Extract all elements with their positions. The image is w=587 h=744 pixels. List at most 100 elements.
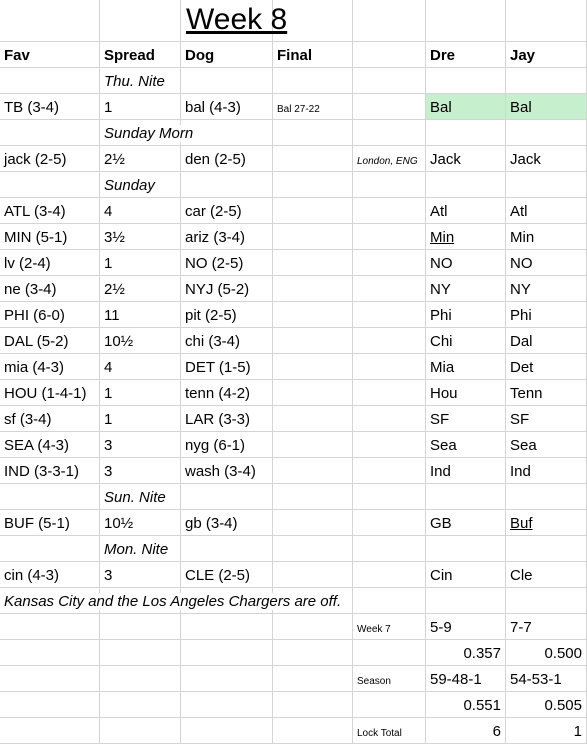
cell-text: MIN (5-1) bbox=[4, 229, 68, 246]
cell bbox=[353, 302, 426, 328]
cell: 3 bbox=[100, 562, 181, 588]
cell-text: 2½ bbox=[104, 151, 125, 168]
cell-text: ATL (3-4) bbox=[4, 203, 66, 220]
cell: NY bbox=[426, 276, 506, 302]
cell: Bal bbox=[426, 94, 506, 120]
cell: Phi bbox=[506, 302, 587, 328]
cell bbox=[353, 68, 426, 94]
cell-text: Ind bbox=[510, 463, 531, 480]
cell bbox=[353, 328, 426, 354]
cell: 1 bbox=[506, 718, 587, 744]
cell: ariz (3-4) bbox=[181, 224, 273, 250]
cell: lv (2-4) bbox=[0, 250, 100, 276]
cell bbox=[353, 536, 426, 562]
cell bbox=[426, 120, 506, 146]
cell: Tenn bbox=[506, 380, 587, 406]
cell: IND (3-3-1) bbox=[0, 458, 100, 484]
cell bbox=[353, 120, 426, 146]
cell bbox=[273, 406, 353, 432]
cell-text: Det bbox=[510, 359, 534, 376]
cell bbox=[353, 354, 426, 380]
cell: Mia bbox=[426, 354, 506, 380]
cell-text: Bal bbox=[430, 99, 452, 116]
cell: Bal bbox=[506, 94, 587, 120]
cell bbox=[0, 640, 100, 666]
cell: Season bbox=[353, 666, 426, 692]
cell: Atl bbox=[506, 198, 587, 224]
cell bbox=[353, 94, 426, 120]
cell bbox=[181, 666, 273, 692]
cell-text: NYJ (5-2) bbox=[185, 281, 250, 298]
cell: Final bbox=[273, 42, 353, 68]
cell bbox=[181, 484, 273, 510]
cell bbox=[353, 458, 426, 484]
cell bbox=[506, 172, 587, 198]
cell-text: Min bbox=[430, 229, 455, 246]
cell: Atl bbox=[426, 198, 506, 224]
cell bbox=[0, 718, 100, 744]
cell-text: 2½ bbox=[104, 281, 125, 298]
cell: Bal 27-22 bbox=[273, 94, 353, 120]
cell: sf (3-4) bbox=[0, 406, 100, 432]
cell: PHI (6-0) bbox=[0, 302, 100, 328]
cell bbox=[353, 276, 426, 302]
cell: 4 bbox=[100, 354, 181, 380]
cell-text: Jay bbox=[510, 47, 536, 64]
cell: 7-7 bbox=[506, 614, 587, 640]
cell bbox=[353, 692, 426, 718]
cell bbox=[426, 588, 506, 614]
cell-text: Sun. Nite bbox=[104, 489, 166, 506]
cell bbox=[181, 0, 273, 42]
cell bbox=[426, 484, 506, 510]
cell-text: Hou bbox=[430, 385, 458, 402]
cell-text: Bal bbox=[510, 99, 532, 116]
cell-text: NY bbox=[510, 281, 531, 298]
cell bbox=[100, 692, 181, 718]
cell: 0.551 bbox=[426, 692, 506, 718]
cell-text: 7-7 bbox=[510, 619, 532, 636]
cell: Cin bbox=[426, 562, 506, 588]
cell bbox=[353, 510, 426, 536]
cell-text: 59-48-1 bbox=[430, 671, 482, 688]
cell bbox=[181, 68, 273, 94]
cell: MIN (5-1) bbox=[0, 224, 100, 250]
cell bbox=[273, 250, 353, 276]
cell-text: Fav bbox=[4, 47, 30, 64]
cell: Dre bbox=[426, 42, 506, 68]
cell-text: Jack bbox=[430, 151, 461, 168]
cell bbox=[0, 484, 100, 510]
cell bbox=[506, 0, 587, 42]
cell: ATL (3-4) bbox=[0, 198, 100, 224]
cell-text: Final bbox=[277, 47, 313, 64]
cell bbox=[100, 614, 181, 640]
cell-text: 1 bbox=[104, 99, 113, 116]
cell-text: SEA (4-3) bbox=[4, 437, 70, 454]
cell bbox=[0, 172, 100, 198]
cell-text: chi (3-4) bbox=[185, 333, 241, 350]
cell: Kansas City and the Los Angeles Chargers… bbox=[0, 588, 342, 614]
cell bbox=[0, 68, 100, 94]
cell: wash (3-4) bbox=[181, 458, 273, 484]
cell-text: Dog bbox=[185, 47, 215, 64]
cell: mia (4-3) bbox=[0, 354, 100, 380]
cell-text: pit (2-5) bbox=[185, 307, 237, 324]
cell bbox=[273, 68, 353, 94]
cell-text: Cle bbox=[510, 567, 533, 584]
cell bbox=[181, 614, 273, 640]
cell-text: den (2-5) bbox=[185, 151, 246, 168]
cell bbox=[353, 172, 426, 198]
cell: Spread bbox=[100, 42, 181, 68]
cell: bal (4-3) bbox=[181, 94, 273, 120]
cell bbox=[426, 172, 506, 198]
cell-text: gb (3-4) bbox=[185, 515, 238, 532]
cell bbox=[0, 614, 100, 640]
cell bbox=[273, 536, 353, 562]
cell-text: London, ENG bbox=[357, 156, 418, 167]
cell-text: HOU (1-4-1) bbox=[4, 385, 87, 402]
cell-text: 3 bbox=[104, 463, 113, 480]
cell-text: Sunday bbox=[104, 177, 155, 194]
cell: Dal bbox=[506, 328, 587, 354]
cell-text: tenn (4-2) bbox=[185, 385, 251, 402]
cell-text: 3½ bbox=[104, 229, 125, 246]
cell bbox=[273, 0, 353, 42]
